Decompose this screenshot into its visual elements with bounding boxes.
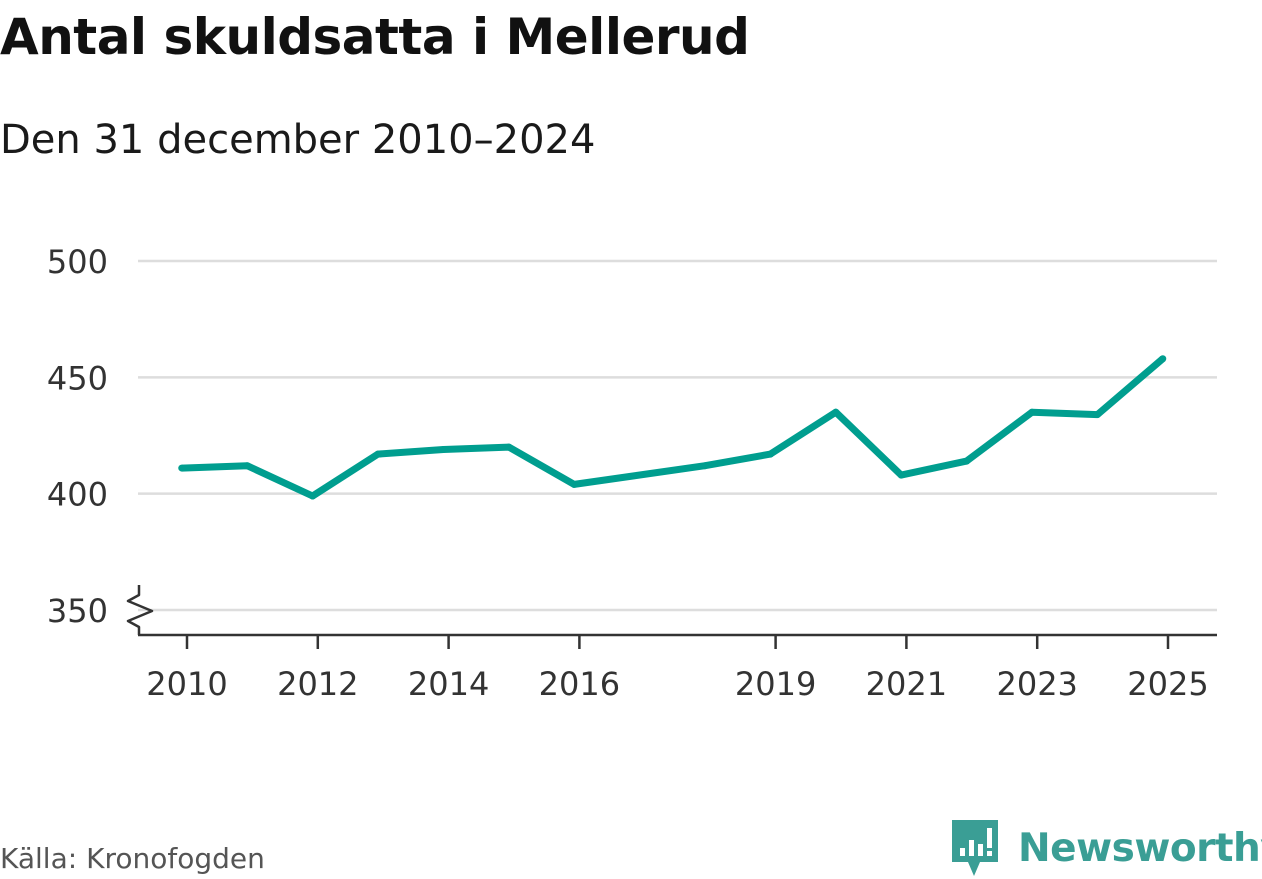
chart-subtitle: Den 31 december 2010–2024 <box>0 117 596 163</box>
x-tick-label: 2021 <box>866 665 947 703</box>
data-point <box>439 445 447 453</box>
x-tick-label: 2014 <box>408 665 489 703</box>
x-tick-label: 2012 <box>277 665 358 703</box>
x-tick-label: 2025 <box>1127 665 1208 703</box>
data-point <box>897 471 905 479</box>
newsworthy-icon <box>952 820 998 876</box>
y-axis-break <box>126 585 154 635</box>
x-tick-label: 2016 <box>539 665 620 703</box>
y-tick-label: 450 <box>47 359 108 397</box>
data-point <box>1093 411 1101 419</box>
data-point <box>505 443 513 451</box>
series-line <box>181 356 1166 500</box>
y-tick-label: 500 <box>47 243 108 281</box>
data-point <box>1028 408 1036 416</box>
data-point <box>243 462 251 470</box>
x-tick-label: 2010 <box>146 665 227 703</box>
brand-logo: Newsworthy <box>950 818 1262 878</box>
chart-title: Antal skuldsatta i Mellerud <box>0 8 750 66</box>
x-tick-label: 2019 <box>735 665 816 703</box>
data-point <box>309 492 317 500</box>
data-point <box>374 450 382 458</box>
line-chart: 350 400 450 500 2010 2012 2014 2016 2019 2021 2023… <box>47 243 1217 703</box>
x-tick-label: 2023 <box>996 665 1077 703</box>
data-point <box>178 464 186 472</box>
source-note: Källa: Kronofogden <box>0 842 265 875</box>
y-tick-label: 400 <box>47 476 108 514</box>
data-point <box>701 462 709 470</box>
y-tick-label: 350 <box>47 592 108 630</box>
data-point <box>766 450 774 458</box>
data-point <box>963 457 971 465</box>
data-point <box>570 480 578 488</box>
brand-name: Newsworthy <box>1018 825 1262 871</box>
data-point <box>832 408 840 416</box>
data-point <box>1159 355 1167 363</box>
